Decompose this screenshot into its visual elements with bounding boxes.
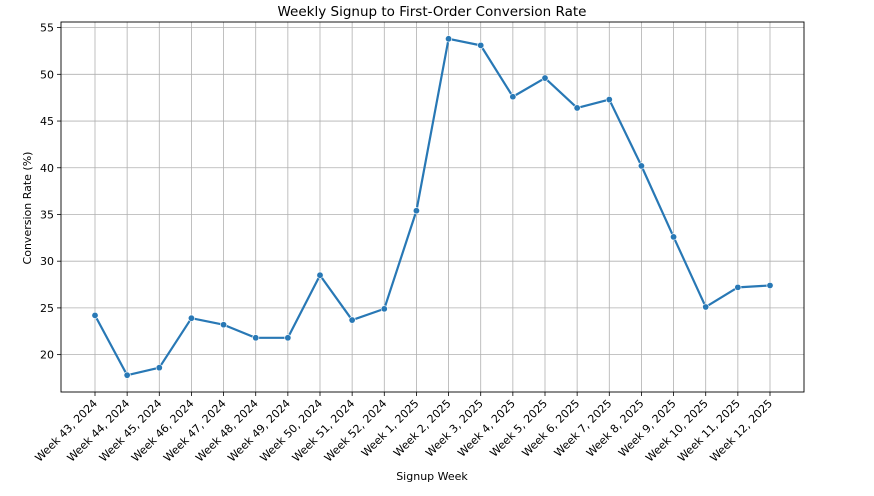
data-point	[123, 371, 131, 379]
axes	[57, 21, 805, 396]
data-point	[284, 334, 292, 342]
data-point	[509, 93, 517, 101]
data-point	[477, 41, 485, 49]
y-tick-label: 40	[40, 162, 54, 175]
data-point	[445, 35, 453, 43]
data-point	[252, 334, 260, 342]
series-layer	[91, 35, 774, 379]
y-tick-label: 50	[40, 68, 54, 81]
y-tick-label: 30	[40, 255, 54, 268]
plot-frame	[60, 21, 805, 393]
x-axis-label: Signup Week	[396, 470, 468, 483]
grid	[61, 22, 804, 392]
data-point	[380, 305, 388, 313]
data-point	[573, 104, 581, 112]
data-point	[605, 96, 613, 104]
data-point	[766, 281, 774, 289]
data-point	[187, 314, 195, 322]
data-point	[220, 321, 228, 329]
data-point	[670, 233, 678, 241]
data-point	[541, 74, 549, 82]
y-tick-label: 55	[40, 22, 54, 35]
data-point	[155, 364, 163, 372]
series-line	[93, 37, 772, 377]
data-point	[91, 311, 99, 319]
chart-title: Weekly Signup to First-Order Conversion …	[278, 4, 587, 20]
data-point	[412, 207, 420, 215]
data-point	[702, 303, 710, 311]
y-tick-label: 25	[40, 302, 54, 315]
y-tick-label: 45	[40, 115, 54, 128]
y-axis-label: Conversion Rate (%)	[21, 152, 34, 265]
data-point	[316, 271, 324, 279]
y-tick-label: 35	[40, 208, 54, 221]
data-point	[348, 316, 356, 324]
y-tick-label: 20	[40, 349, 54, 362]
data-point	[637, 162, 645, 170]
data-point	[734, 283, 742, 291]
